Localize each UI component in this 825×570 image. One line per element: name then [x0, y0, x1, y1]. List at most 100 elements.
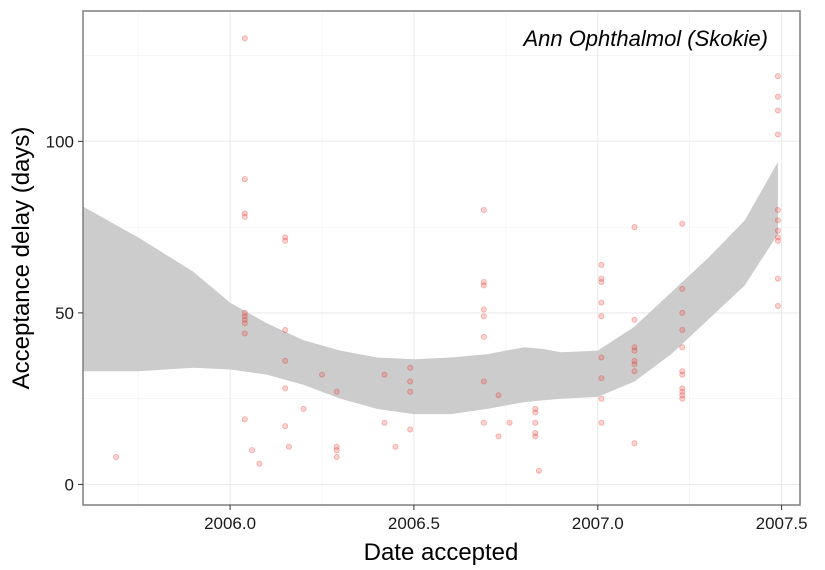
data-point: [333, 443, 340, 450]
data-point: [774, 227, 781, 234]
data-point: [679, 220, 686, 227]
data-point: [282, 237, 289, 244]
data-point: [774, 237, 781, 244]
data-point: [679, 368, 686, 375]
x-tick-label: 2007.5: [756, 514, 808, 533]
data-point: [241, 176, 248, 183]
data-point: [285, 443, 292, 450]
data-point: [598, 275, 605, 282]
data-point: [532, 419, 539, 426]
data-point: [631, 440, 638, 447]
data-point: [774, 217, 781, 224]
y-axis: 0 50 100: [46, 132, 83, 494]
data-point: [506, 419, 513, 426]
data-point: [535, 467, 542, 474]
data-point: [679, 392, 686, 399]
y-tick-label: 0: [65, 475, 74, 494]
data-point: [679, 326, 686, 333]
data-point: [679, 285, 686, 292]
plot-frame: [82, 10, 801, 506]
data-point: [249, 447, 256, 454]
data-point: [631, 368, 638, 375]
data-point: [679, 344, 686, 351]
data-point: [774, 93, 781, 100]
y-tick-label: 100: [46, 132, 74, 151]
data-point: [495, 433, 502, 440]
data-point: [774, 206, 781, 213]
data-point: [598, 278, 605, 285]
data-point: [480, 333, 487, 340]
data-point: [241, 416, 248, 423]
data-point: [480, 378, 487, 385]
data-point: [598, 261, 605, 268]
data-point: [241, 35, 248, 42]
data-point: [381, 371, 388, 378]
data-point: [241, 313, 248, 320]
x-axis: 2006.0 2006.5 2007.0 2007.5: [204, 505, 808, 533]
data-point: [532, 429, 539, 436]
data-point: [282, 234, 289, 241]
data-point: [598, 313, 605, 320]
data-point: [113, 453, 120, 460]
data-point: [333, 453, 340, 460]
data-point: [256, 460, 263, 467]
data-point: [532, 409, 539, 416]
data-point: [774, 302, 781, 309]
data-point: [282, 385, 289, 392]
data-point: [495, 392, 502, 399]
data-point: [598, 419, 605, 426]
data-point: [480, 419, 487, 426]
data-point: [631, 347, 638, 354]
x-axis-title: Date accepted: [364, 539, 519, 566]
data-point: [318, 371, 325, 378]
data-point: [532, 433, 539, 440]
data-point: [480, 282, 487, 289]
data-point: [480, 278, 487, 285]
data-point: [774, 275, 781, 282]
data-point: [333, 388, 340, 395]
data-point: [282, 326, 289, 333]
data-point: [774, 107, 781, 114]
data-point: [679, 385, 686, 392]
data-point: [407, 378, 414, 385]
x-tick-label: 2006.5: [388, 514, 440, 533]
data-point: [774, 234, 781, 241]
plot-panel: [83, 11, 800, 505]
data-point: [282, 423, 289, 430]
data-point: [631, 344, 638, 351]
data-point: [679, 371, 686, 378]
confidence-band-layer: [83, 161, 778, 415]
data-point: [598, 299, 605, 306]
data-point: [241, 309, 248, 316]
data-point: [241, 210, 248, 217]
data-point: [407, 364, 414, 371]
data-point: [631, 224, 638, 231]
data-point: [631, 361, 638, 368]
data-point: [679, 395, 686, 402]
data-point: [631, 357, 638, 364]
data-point: [480, 206, 487, 213]
data-point: [407, 426, 414, 433]
data-point: [241, 213, 248, 220]
data-point: [282, 357, 289, 364]
data-points: [113, 35, 781, 474]
data-point: [480, 313, 487, 320]
x-tick-label: 2006.0: [204, 514, 256, 533]
data-point: [480, 306, 487, 313]
x-tick-label: 2007.0: [572, 514, 624, 533]
data-point: [532, 405, 539, 412]
data-point: [300, 405, 307, 412]
data-point: [774, 131, 781, 138]
data-point: [598, 375, 605, 382]
data-point: [392, 443, 399, 450]
annotation-label: Ann Ophthalmol (Skokie): [521, 26, 768, 51]
data-point: [241, 330, 248, 337]
data-point: [679, 388, 686, 395]
data-point: [598, 395, 605, 402]
confidence-band: [83, 161, 778, 415]
data-point: [774, 73, 781, 80]
y-tick-label: 50: [55, 304, 74, 323]
data-point: [241, 320, 248, 327]
data-point: [333, 447, 340, 454]
